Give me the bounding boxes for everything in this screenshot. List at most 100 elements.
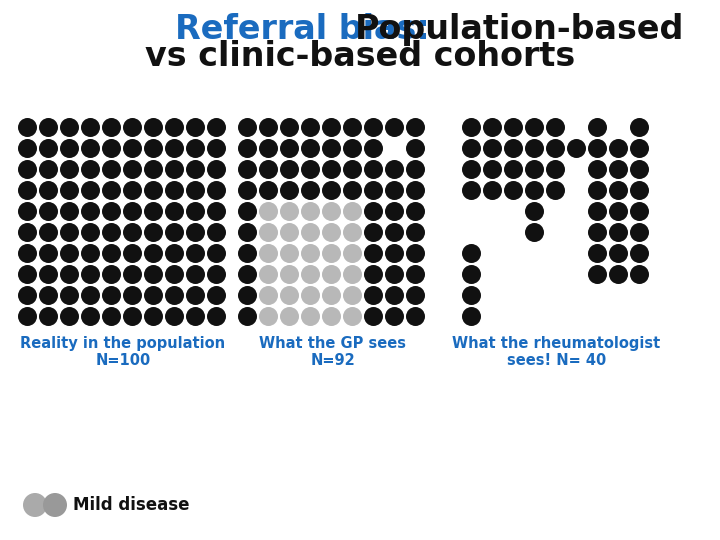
Circle shape xyxy=(81,181,100,200)
Circle shape xyxy=(504,160,523,179)
Circle shape xyxy=(462,286,481,305)
Circle shape xyxy=(81,244,100,263)
Circle shape xyxy=(588,265,607,284)
Circle shape xyxy=(588,118,607,137)
Circle shape xyxy=(123,307,142,326)
Text: What the GP sees
N=92: What the GP sees N=92 xyxy=(259,336,406,368)
Circle shape xyxy=(364,223,383,242)
Circle shape xyxy=(301,265,320,284)
Circle shape xyxy=(343,265,362,284)
Circle shape xyxy=(144,286,163,305)
Circle shape xyxy=(280,118,299,137)
Circle shape xyxy=(364,202,383,221)
Circle shape xyxy=(238,286,257,305)
Circle shape xyxy=(385,286,404,305)
Circle shape xyxy=(280,139,299,158)
Circle shape xyxy=(144,307,163,326)
Circle shape xyxy=(301,223,320,242)
Circle shape xyxy=(39,202,58,221)
Circle shape xyxy=(406,202,425,221)
Circle shape xyxy=(144,223,163,242)
Circle shape xyxy=(462,307,481,326)
Circle shape xyxy=(186,286,205,305)
Circle shape xyxy=(18,139,37,158)
Circle shape xyxy=(238,181,257,200)
Circle shape xyxy=(18,244,37,263)
Circle shape xyxy=(238,265,257,284)
Circle shape xyxy=(630,160,649,179)
Circle shape xyxy=(525,139,544,158)
Circle shape xyxy=(546,139,565,158)
Circle shape xyxy=(462,118,481,137)
Circle shape xyxy=(385,265,404,284)
Circle shape xyxy=(207,223,226,242)
Circle shape xyxy=(567,139,586,158)
Circle shape xyxy=(609,139,628,158)
Circle shape xyxy=(165,118,184,137)
Circle shape xyxy=(144,244,163,263)
Circle shape xyxy=(43,493,67,517)
Circle shape xyxy=(18,160,37,179)
Circle shape xyxy=(301,118,320,137)
Circle shape xyxy=(102,265,121,284)
Circle shape xyxy=(322,181,341,200)
Circle shape xyxy=(207,202,226,221)
Circle shape xyxy=(39,223,58,242)
Circle shape xyxy=(385,244,404,263)
Circle shape xyxy=(301,139,320,158)
Circle shape xyxy=(102,244,121,263)
Circle shape xyxy=(165,181,184,200)
Circle shape xyxy=(406,160,425,179)
Circle shape xyxy=(322,202,341,221)
Circle shape xyxy=(385,181,404,200)
Circle shape xyxy=(322,265,341,284)
Circle shape xyxy=(39,118,58,137)
Text: Population-based: Population-based xyxy=(355,13,685,46)
Circle shape xyxy=(546,118,565,137)
Circle shape xyxy=(322,139,341,158)
Circle shape xyxy=(102,139,121,158)
Circle shape xyxy=(462,244,481,263)
Circle shape xyxy=(102,118,121,137)
Circle shape xyxy=(259,160,278,179)
Circle shape xyxy=(406,118,425,137)
Circle shape xyxy=(483,118,502,137)
Circle shape xyxy=(630,118,649,137)
Circle shape xyxy=(588,160,607,179)
Circle shape xyxy=(207,244,226,263)
Circle shape xyxy=(144,202,163,221)
Circle shape xyxy=(630,223,649,242)
Circle shape xyxy=(60,181,79,200)
Circle shape xyxy=(259,265,278,284)
Circle shape xyxy=(81,286,100,305)
Circle shape xyxy=(123,244,142,263)
Circle shape xyxy=(18,307,37,326)
Circle shape xyxy=(60,118,79,137)
Circle shape xyxy=(259,286,278,305)
Circle shape xyxy=(259,307,278,326)
Circle shape xyxy=(81,139,100,158)
Circle shape xyxy=(238,118,257,137)
Circle shape xyxy=(18,265,37,284)
Circle shape xyxy=(280,244,299,263)
Circle shape xyxy=(102,223,121,242)
Circle shape xyxy=(301,202,320,221)
Circle shape xyxy=(343,139,362,158)
Circle shape xyxy=(483,181,502,200)
Circle shape xyxy=(630,139,649,158)
Circle shape xyxy=(385,160,404,179)
Circle shape xyxy=(238,160,257,179)
Circle shape xyxy=(186,181,205,200)
Circle shape xyxy=(39,244,58,263)
Circle shape xyxy=(462,181,481,200)
Circle shape xyxy=(186,265,205,284)
Circle shape xyxy=(238,202,257,221)
Circle shape xyxy=(322,160,341,179)
Circle shape xyxy=(406,181,425,200)
Circle shape xyxy=(364,244,383,263)
Circle shape xyxy=(207,118,226,137)
Circle shape xyxy=(322,307,341,326)
Circle shape xyxy=(238,223,257,242)
Circle shape xyxy=(207,181,226,200)
Circle shape xyxy=(259,202,278,221)
